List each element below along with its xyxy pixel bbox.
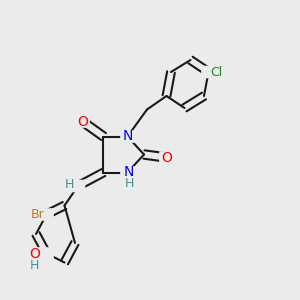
Text: O: O xyxy=(161,151,172,164)
FancyBboxPatch shape xyxy=(122,178,136,190)
Text: Br: Br xyxy=(31,208,44,221)
FancyBboxPatch shape xyxy=(159,151,174,164)
Text: Cl: Cl xyxy=(210,65,222,79)
Text: H: H xyxy=(124,177,134,190)
Text: H: H xyxy=(30,259,39,272)
FancyBboxPatch shape xyxy=(120,166,135,179)
Text: H: H xyxy=(64,178,74,191)
FancyBboxPatch shape xyxy=(62,178,76,191)
Text: O: O xyxy=(29,247,40,260)
FancyBboxPatch shape xyxy=(120,130,135,143)
FancyBboxPatch shape xyxy=(39,208,54,221)
FancyBboxPatch shape xyxy=(201,66,216,78)
FancyBboxPatch shape xyxy=(27,259,42,272)
FancyBboxPatch shape xyxy=(29,247,44,260)
Text: O: O xyxy=(77,115,88,128)
FancyBboxPatch shape xyxy=(39,247,54,260)
Text: N: N xyxy=(122,130,133,143)
Text: N: N xyxy=(124,166,134,179)
FancyBboxPatch shape xyxy=(75,115,90,128)
FancyBboxPatch shape xyxy=(71,180,86,192)
